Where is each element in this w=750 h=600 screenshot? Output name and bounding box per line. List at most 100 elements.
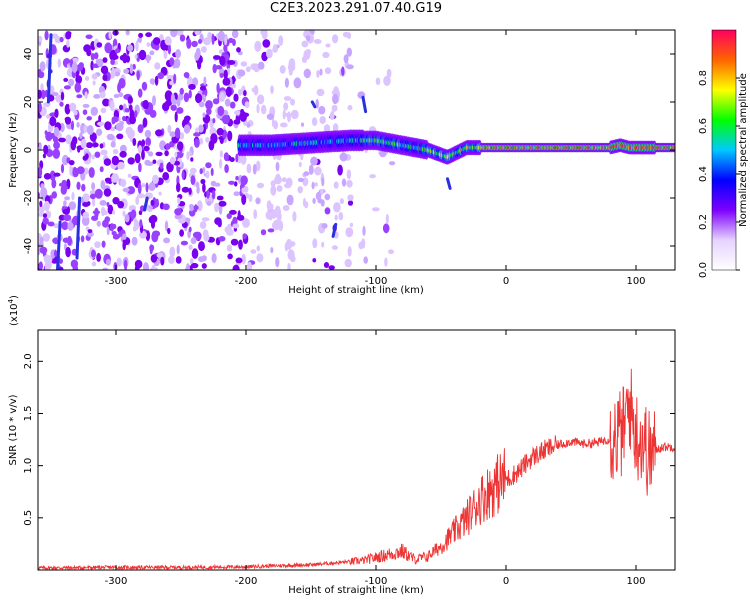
spectrogram-streak: [75, 196, 82, 260]
spectrogram-noise-blob: [175, 49, 182, 59]
spectrogram-noise-blob: [38, 212, 45, 217]
spectrogram-noise-blob: [119, 104, 124, 111]
spectrogram-noise-blob: [255, 160, 261, 172]
spectrogram-noise-blob: [255, 197, 261, 205]
spectrogram-noise-blob: [227, 253, 233, 260]
spectrogram-noise-blob: [174, 151, 178, 158]
spectrogram-noise-blob: [313, 39, 322, 44]
spectrogram-noise-blob: [39, 236, 44, 244]
snr-xtick-label: -200: [235, 576, 258, 587]
spectrogram-noise-blob: [339, 152, 348, 162]
spectrogram-noise-blob: [137, 88, 143, 98]
spectrogram-noise-blob: [92, 80, 96, 86]
spectrogram-noise-blob: [133, 217, 138, 228]
spectrogram-noise-blob: [324, 193, 331, 201]
spectrogram-noise-blob: [100, 149, 108, 156]
spectrogram-noise-blob: [319, 68, 323, 76]
snr-ylabel: SNR (10 * v/v): [8, 394, 19, 465]
spectrogram-noise-blob: [146, 42, 151, 47]
spectrogram-noise-blob: [193, 132, 201, 137]
spectrogram-noise-blob: [169, 246, 176, 258]
spectrogram-noise-blob: [73, 109, 78, 116]
spectrogram-noise-blob: [279, 65, 286, 74]
spectrogram-noise-blob: [41, 89, 46, 100]
snr-ytick-label: 1.5: [23, 406, 34, 422]
spectrogram-noise-blob: [331, 89, 339, 96]
spectrogram-streak: [361, 95, 368, 114]
spectrogram-noise-blob: [256, 245, 261, 252]
spectrogram-noise-blob: [123, 259, 128, 270]
spectrogram-noise-blob: [233, 93, 239, 102]
spectrogram-noise-blob: [188, 187, 192, 195]
snr-line-layer: [38, 368, 675, 570]
spectrogram-noise-blob: [76, 94, 83, 99]
spectrogram-noise-blob: [270, 85, 274, 95]
spectrogram-noise-blob: [256, 253, 264, 263]
spectrogram-noise-blob: [40, 83, 44, 92]
spectrogram-noise-blob: [190, 262, 199, 269]
spectrogram-noise-blob: [63, 214, 72, 222]
colorbar: 0.0 0.2 0.4 0.6 0.8 Normalized spectral ampl…: [698, 29, 749, 278]
spectrogram-noise-blob: [68, 160, 75, 166]
spectrogram-noise-blob: [322, 51, 330, 59]
spectrogram-noise-blob: [281, 177, 287, 183]
spectrogram-noise-blob: [64, 196, 71, 201]
spectrogram-noise-blob: [253, 85, 259, 96]
spectrogram-noise-blob: [91, 182, 96, 191]
spectrogram-noise-blob: [139, 230, 147, 239]
spectrogram-noise-blob: [379, 150, 387, 158]
snr-frame: [37, 329, 676, 571]
spectrogram-noise-blob: [186, 151, 190, 161]
spectrogram-noise-blob: [64, 103, 71, 115]
spectrogram-noise-blob: [71, 191, 75, 201]
spectrogram-noise-blob: [256, 94, 265, 105]
spectrogram-noise-blob: [270, 247, 274, 254]
spectrogram-noise-blob: [42, 233, 51, 242]
spectrogram-noise-blob: [349, 222, 354, 228]
spectrogram-noise-blob: [156, 252, 164, 258]
spectrogram-noise-blob: [150, 199, 155, 206]
spectrogram-noise-blob: [38, 261, 43, 270]
spectrogram-noise-blob: [199, 85, 207, 91]
spectrogram-noise-blob: [201, 217, 210, 222]
spectrogram-xtick-label: -300: [105, 276, 128, 287]
spectrogram-noise-blob: [164, 36, 172, 46]
spectrogram-noise-blob: [193, 205, 199, 210]
spectrogram-noise-blob: [114, 48, 120, 54]
spectrogram-noise-blob: [114, 71, 121, 77]
spectrogram-noise-blob: [177, 197, 181, 205]
spectrogram-noise-blob: [149, 78, 155, 85]
spectrogram-noise-blob: [229, 157, 235, 163]
spectrogram-noise-blob: [145, 182, 149, 193]
spectrogram-noise-blob: [174, 127, 181, 139]
spectrogram-noise-blob: [110, 67, 116, 79]
spectrogram-noise-blob: [305, 35, 311, 41]
snr-panel: -300 -200 -100 0 100 0.5 1.0 1.5 2.0 Height of s…: [7, 295, 676, 596]
spectrogram-noise-blob: [119, 144, 127, 153]
spectrogram-noise-blob: [127, 186, 136, 195]
spectrogram-noise-blob: [92, 142, 99, 148]
spectrogram-noise-blob: [301, 40, 309, 48]
snr-series-line: [38, 368, 675, 570]
spectrogram-noise-blob: [111, 173, 119, 183]
spectrogram-noise-blob: [69, 165, 73, 176]
spectrogram-noise-blob: [111, 116, 119, 123]
spectrogram-noise-blob: [119, 55, 125, 61]
spectrogram-noise-blob: [384, 257, 388, 267]
spectrogram-noise-blob: [199, 168, 203, 175]
spectrogram-noise-blob: [188, 226, 192, 233]
spectrogram-noise-blob: [176, 107, 184, 114]
spectrogram-noise-blob: [288, 241, 296, 247]
spectrogram-noise-blob: [300, 122, 305, 127]
spectrogram-noise-blob: [188, 83, 196, 90]
spectrogram-noise-blob: [63, 77, 69, 82]
spectrogram-noise-blob: [68, 78, 75, 87]
spectrogram-noise-blob: [284, 77, 289, 88]
spectrogram-noise-blob: [154, 75, 159, 86]
spectrogram-noise-blob: [247, 261, 252, 270]
spectrogram-noise-blob: [117, 161, 125, 170]
spectrogram-noise-blob: [118, 231, 122, 238]
spectrogram-noise-blob: [286, 194, 294, 206]
spectrogram-noise-blob: [325, 43, 331, 48]
spectrogram-noise-blob: [213, 55, 221, 60]
